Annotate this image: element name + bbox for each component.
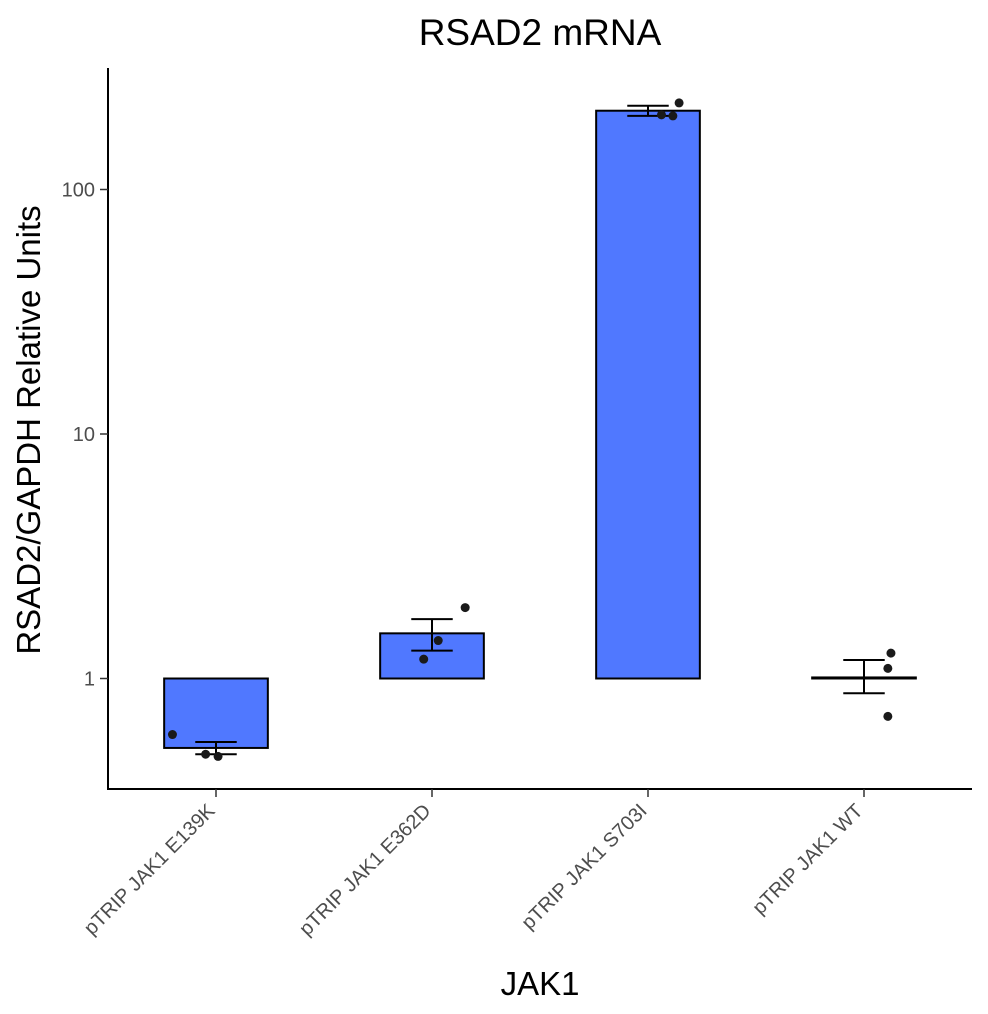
x-axis-label: JAK1: [501, 965, 580, 1002]
chart-title: RSAD2 mRNA: [419, 12, 662, 53]
data-point-2-2: [674, 98, 684, 108]
y-tick-label-2: 100: [62, 180, 95, 202]
y-axis-label: RSAD2/GAPDH Relative Units: [10, 205, 47, 654]
data-point-0-2: [213, 751, 223, 761]
x-tick-label-2: pTRIP JAK1 S703I: [518, 800, 652, 934]
x-tick-label-0: pTRIP JAK1 E139K: [80, 800, 220, 940]
data-point-1-2: [460, 603, 470, 613]
data-point-2-0: [656, 110, 666, 120]
bar-2: [595, 109, 701, 680]
y-tick-label-1: 10: [73, 424, 95, 446]
data-point-0-0: [167, 730, 177, 740]
data-point-3-2: [886, 648, 896, 658]
bar-0: [163, 677, 269, 749]
data-point-3-1: [883, 663, 893, 673]
data-point-0-1: [201, 749, 211, 759]
data-point-1-0: [419, 654, 429, 664]
data-point-3-0: [883, 711, 893, 721]
axes: pTRIP JAK1 E139K pTRIP JAK1 E362D pTRIP JA…: [62, 68, 972, 940]
plot-area: [163, 98, 917, 761]
data-point-1-1: [433, 636, 443, 646]
y-tick-label-0: 1: [84, 669, 95, 691]
x-tick-label-1: pTRIP JAK1 E362D: [295, 800, 435, 940]
x-tick-label-3: pTRIP JAK1 WT: [749, 800, 868, 919]
data-point-2-1: [668, 111, 678, 121]
